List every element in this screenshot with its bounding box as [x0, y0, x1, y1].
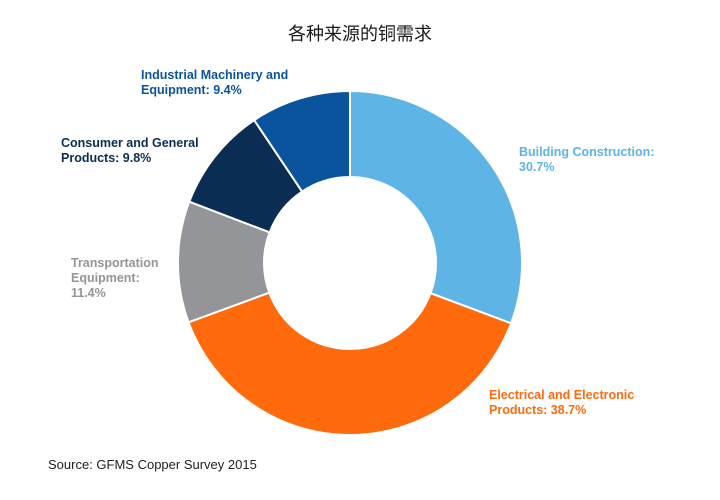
label-line: Electrical and Electronic [489, 388, 635, 402]
label-line: Equipment: [71, 271, 140, 285]
slice-electrical-electronic [187, 291, 513, 436]
slice-building-construction [349, 89, 523, 325]
label-building-construction: Building Construction: 30.7% [519, 145, 654, 175]
label-line: 30.7% [519, 160, 555, 174]
label-line: Consumer and General [61, 136, 199, 150]
label-line: Products: 38.7% [489, 403, 587, 417]
label-line: Products: 9.8% [61, 151, 152, 165]
label-line: Equipment: 9.4% [141, 83, 242, 97]
source-note: Source: GFMS Copper Survey 2015 [48, 457, 257, 472]
label-line: Transportation [71, 256, 159, 270]
label-industrial-machinery: Industrial Machinery and Equipment: 9.4% [141, 68, 288, 98]
chart-title: 各种来源的铜需求 [288, 24, 432, 45]
label-transportation-equipment: Transportation Equipment: 11.4% [71, 256, 159, 301]
slice-industrial-machinery [252, 89, 351, 193]
label-line: 11.4% [71, 286, 106, 300]
label-line: Industrial Machinery and [141, 68, 289, 82]
label-line: Building Construction: [519, 145, 655, 159]
label-electrical-electronic: Electrical and Electronic Products: 38.7… [489, 388, 634, 418]
label-consumer-general: Consumer and General Products: 9.8% [61, 136, 199, 166]
